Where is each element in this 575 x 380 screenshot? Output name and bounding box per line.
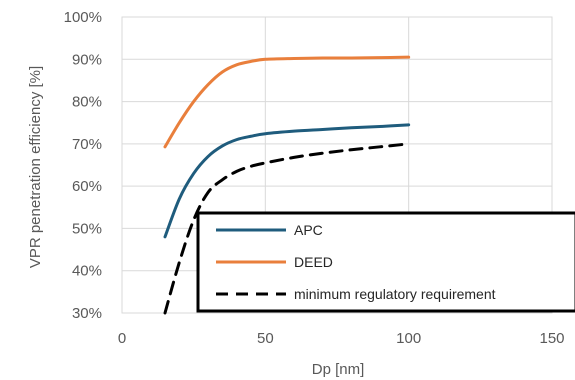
y-axis-title: VPR penetration efficiency [%] xyxy=(27,66,44,268)
y-tick-label: 60% xyxy=(72,178,102,195)
series-lines xyxy=(163,55,411,315)
x-tick-label: 100 xyxy=(396,330,421,347)
series-line-1 xyxy=(163,55,411,149)
y-tick-labels: 30% 40% 50% 60% 70% 80% 90% 100% xyxy=(64,9,102,322)
plot-border xyxy=(121,16,553,314)
y-tick-label: 40% xyxy=(72,263,102,280)
x-tick-label: 0 xyxy=(118,330,126,347)
legend-label: APC xyxy=(294,222,323,238)
series-line-2 xyxy=(163,142,411,315)
legend-label: minimum regulatory requirement xyxy=(294,286,496,302)
x-tick-label: 50 xyxy=(257,330,274,347)
y-tick-label: 50% xyxy=(72,220,102,237)
x-axis-title: Dp [nm] xyxy=(312,361,365,378)
x-tick-label: 150 xyxy=(539,330,564,347)
series-line-0 xyxy=(163,123,411,239)
y-tick-label: 100% xyxy=(64,9,102,26)
y-tick-label: 70% xyxy=(72,136,102,153)
y-tick-label: 30% xyxy=(72,305,102,322)
legend: APC DEED minimum regulatory requirement xyxy=(196,211,575,313)
plot-area-border xyxy=(121,16,553,314)
legend-label: DEED xyxy=(294,254,333,270)
x-tick-labels: 0 50 100 150 xyxy=(118,330,565,347)
y-tick-label: 80% xyxy=(72,94,102,111)
y-tick-label: 90% xyxy=(72,51,102,68)
